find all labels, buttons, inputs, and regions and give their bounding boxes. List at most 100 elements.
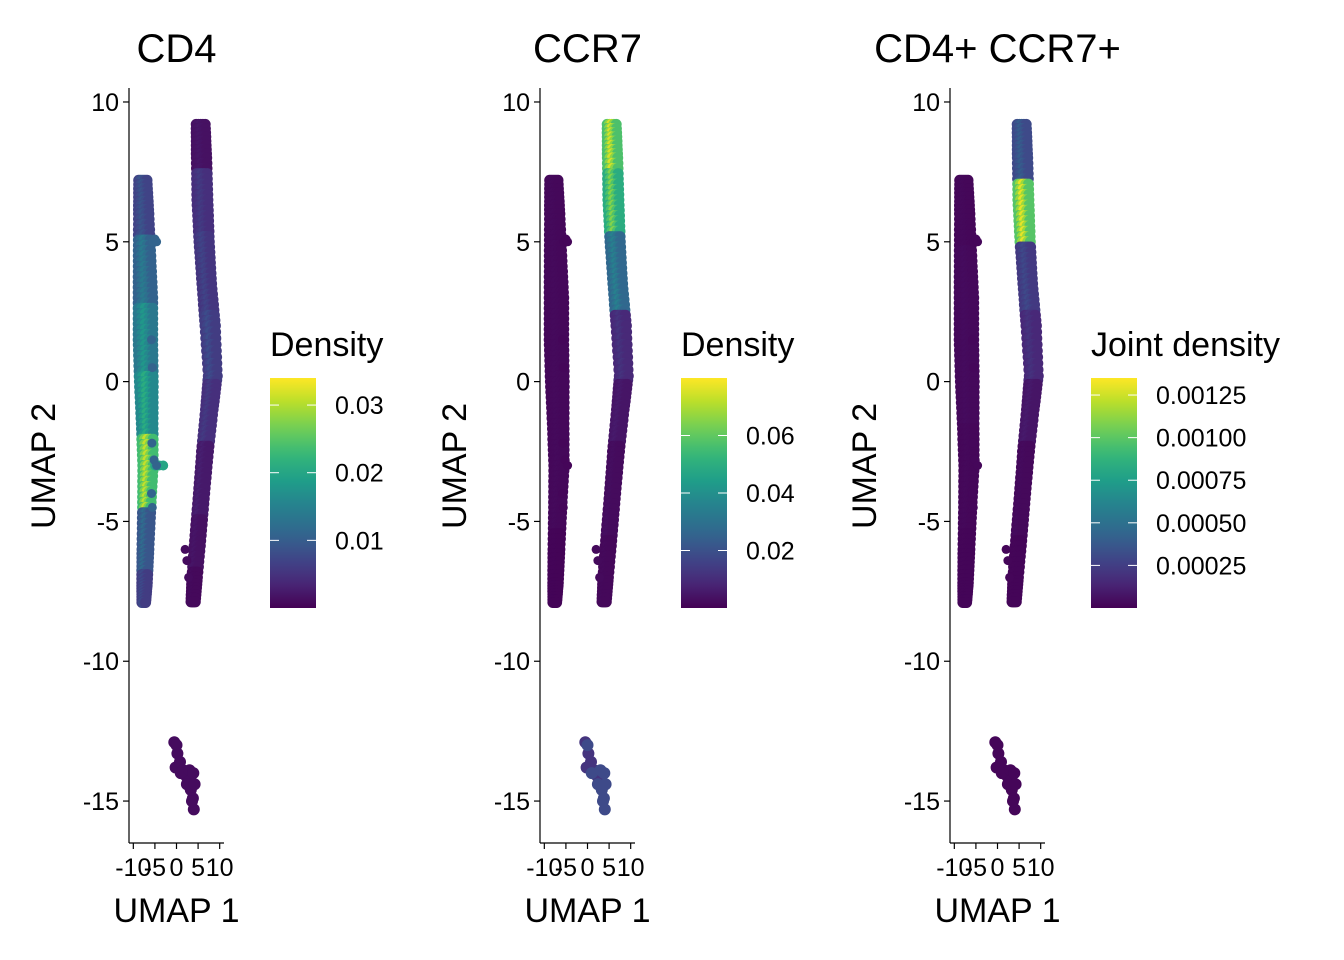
y-tick-label: -5 <box>97 508 119 536</box>
x-tick-label: -10 <box>115 854 151 882</box>
data-point <box>147 335 156 345</box>
y-tick-label: 0 <box>926 369 940 397</box>
data-point <box>558 502 568 512</box>
x-tick-label: 10 <box>617 854 645 882</box>
cluster-left-strip <box>953 174 980 608</box>
y-tick-label: -15 <box>83 788 119 816</box>
legend-tick-label: 0.06 <box>746 423 795 451</box>
y-tick-label: -5 <box>918 508 940 536</box>
y-tick-label: -15 <box>904 788 940 816</box>
x-tick-label: -10 <box>936 854 972 882</box>
legend-tick-label: 0.00125 <box>1156 382 1246 410</box>
data-point <box>558 489 567 498</box>
legend-tick-label: 0.00025 <box>1156 552 1246 580</box>
x-tick-label: 5 <box>191 854 205 882</box>
data-point <box>158 460 169 471</box>
data-point <box>180 544 190 554</box>
y-tick-label: 10 <box>912 89 940 117</box>
data-point <box>1003 556 1013 566</box>
data-point <box>152 237 162 247</box>
x-tick-label: -10 <box>526 854 562 882</box>
data-point <box>968 489 977 498</box>
data-point <box>189 596 201 608</box>
data-point <box>968 335 977 345</box>
x-tick-label: 0 <box>581 854 595 882</box>
legend-tick-label: 0.04 <box>746 480 795 508</box>
y-tick-label: -10 <box>904 648 940 676</box>
data-point <box>968 363 978 373</box>
data-point <box>147 363 157 373</box>
data-point <box>147 502 157 512</box>
data-point <box>593 556 603 566</box>
legend-tick-label: 0.00100 <box>1156 425 1246 453</box>
y-tick-label: 10 <box>502 89 530 117</box>
data-point <box>973 237 983 247</box>
x-tick-label: 5 <box>1012 854 1026 882</box>
legend-tick-label: 0.00075 <box>1156 467 1246 495</box>
data-point <box>1001 544 1011 554</box>
data-point <box>973 461 983 470</box>
data-point <box>968 502 978 512</box>
y-tick-label: 5 <box>516 229 530 257</box>
data-point <box>600 596 612 608</box>
cluster-right-strip <box>185 118 223 608</box>
data-point <box>1008 767 1021 780</box>
y-tick-label: -10 <box>494 648 530 676</box>
data-point <box>1005 572 1015 582</box>
legend-tick-label: 0.03 <box>335 392 384 420</box>
y-tick-label: 0 <box>105 369 119 397</box>
legend-tick-label: 0.01 <box>335 527 384 555</box>
cluster-spurs <box>558 234 605 582</box>
data-points <box>132 118 223 816</box>
y-axis-label: UMAP 2 <box>436 403 474 529</box>
legend: Density 0.01 0.02 0.03 <box>270 326 384 608</box>
y-axis-label: UMAP 2 <box>846 403 884 529</box>
x-tick-label: 10 <box>1027 854 1055 882</box>
legend-tick-label: 0.00050 <box>1156 510 1246 538</box>
cluster-right-strip <box>596 118 634 608</box>
data-point <box>558 438 568 448</box>
x-tick-label: -5 <box>144 854 166 882</box>
data-point <box>182 556 192 566</box>
data-point <box>188 778 201 791</box>
data-point <box>968 438 978 448</box>
data-point <box>1009 778 1022 791</box>
cluster-left-strip <box>132 174 159 608</box>
legend: Joint density 0.00025 0.00050 0.00075 0.0010… <box>1091 326 1280 608</box>
cluster-right-strip <box>1006 118 1044 608</box>
y-tick-label: 5 <box>926 229 940 257</box>
data-point <box>184 572 194 582</box>
data-points <box>953 118 1044 816</box>
x-tick-label: 0 <box>170 854 184 882</box>
data-point <box>961 597 973 608</box>
cluster-bottom-blob <box>989 736 1022 816</box>
cluster-left-strip <box>543 174 570 608</box>
x-axis-label: UMAP 1 <box>935 892 1061 930</box>
legend-tick-label: 0.02 <box>746 538 795 566</box>
chart-title: CD4 <box>136 27 216 71</box>
cluster-spurs <box>147 234 194 582</box>
data-point <box>1010 596 1022 608</box>
x-axis-label: UMAP 1 <box>525 892 651 930</box>
colorbar <box>1091 378 1137 608</box>
chart-title: CCR7 <box>533 27 642 71</box>
y-tick-label: -5 <box>508 508 530 536</box>
data-point <box>598 767 611 780</box>
x-tick-label: -5 <box>965 854 987 882</box>
legend-title: Joint density <box>1091 326 1280 364</box>
data-point <box>563 237 573 247</box>
legend-tick-label: 0.02 <box>335 460 384 488</box>
data-point <box>599 778 612 791</box>
data-point <box>186 795 198 808</box>
y-tick-label: 5 <box>105 229 119 257</box>
data-point <box>140 597 152 608</box>
data-point <box>558 335 567 345</box>
cluster-bottom-blob <box>168 736 201 816</box>
data-point <box>147 489 156 498</box>
data-point <box>991 739 1004 752</box>
data-point <box>591 544 601 554</box>
x-tick-label: 0 <box>991 854 1005 882</box>
